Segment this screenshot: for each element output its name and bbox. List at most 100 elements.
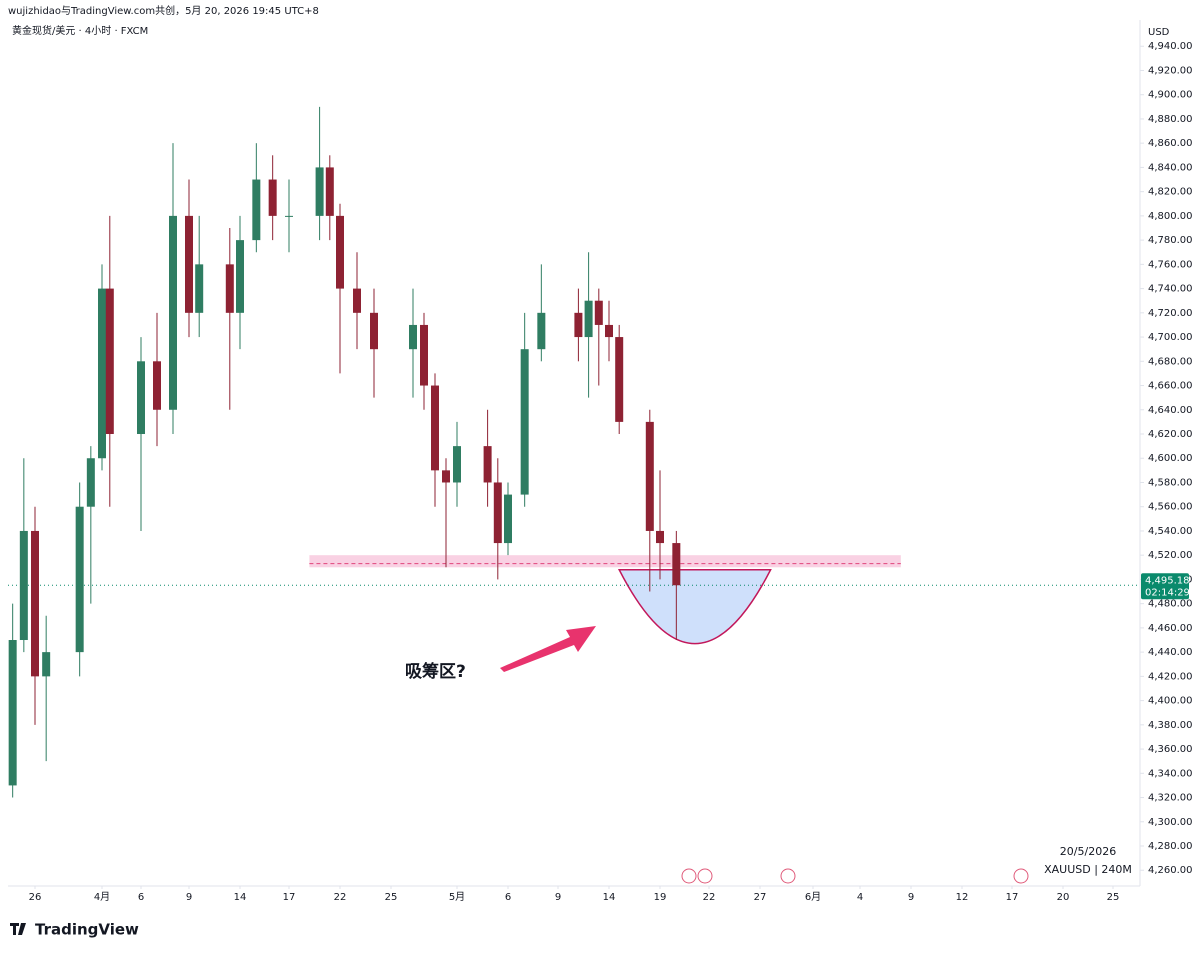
arrow [500,626,596,672]
candle-body [483,446,492,483]
candle-body [594,300,603,325]
x-tick-label: 25 [385,892,398,903]
candle-body [236,240,244,313]
y-tick-label: 4,800.00 [1148,211,1193,222]
candle-body [75,506,84,653]
candle-body [605,324,613,338]
annotation: 吸筹区? [405,661,466,682]
y-tick-label: 4,540.00 [1148,526,1193,537]
x-tick-label: 25 [1107,892,1120,903]
y-tick-label: 4,920.00 [1148,65,1193,76]
y-tick-label: 4,400.00 [1148,696,1193,707]
x-tick-label: 27 [754,892,767,903]
x-tick-label: 22 [703,892,716,903]
candle-body [420,324,428,386]
candle-body [325,167,334,216]
y-tick-label: 4,700.00 [1148,332,1193,343]
event-icon[interactable] [780,868,796,884]
x-tick-label: 5月 [449,891,465,903]
y-tick-label: 4,420.00 [1148,671,1193,682]
x-tick-label: 17 [283,892,296,903]
candle-body [105,288,114,435]
y-tick-label: 4,440.00 [1148,647,1193,658]
price-badge [1141,573,1189,600]
candle-body [656,530,664,544]
candle-body [584,300,593,338]
y-tick-label: 4,600.00 [1148,453,1193,464]
y-tick-label: 4,900.00 [1148,90,1193,101]
x-tick-label: 6 [505,892,511,903]
y-tick-label: 4,860.00 [1148,138,1193,149]
candle-body [520,349,529,495]
date-label: 20/5/2026 [1060,845,1116,858]
x-tick-label: 14 [603,892,616,903]
credit: wujizhidao与TradingView.com共创，5月 20, 2026… [8,4,319,17]
candle-body [42,652,51,677]
brand-logo [10,923,26,935]
candle-body [672,543,681,586]
x-tick-label: 22 [334,892,347,903]
y-tick-label: 4,680.00 [1148,356,1193,367]
events [681,868,1029,884]
bowl [617,568,772,645]
candle-body [442,470,450,483]
candle-body [537,312,546,350]
candle-body [195,264,204,313]
price-badge-value: 4,495.18 [1145,575,1190,586]
candle-body [98,288,106,459]
y-tick-label: 4,380.00 [1148,720,1193,731]
y-tick-label: 4,820.00 [1148,187,1193,198]
candle-body [409,324,417,350]
candle-body [493,482,502,544]
y-tick-label: 4,580.00 [1148,477,1193,488]
currency: USD [1148,27,1170,38]
candle-body [169,215,177,410]
candle-body [353,288,361,313]
y-tick-label: 4,760.00 [1148,259,1193,270]
y-tick-label: 4,660.00 [1148,381,1193,392]
y-tick-label: 4,840.00 [1148,162,1193,173]
event-icon[interactable] [1013,868,1029,884]
candle-body [31,530,39,677]
candle-body [431,385,439,471]
candle-body [8,640,17,786]
candle-body [19,530,28,641]
candle-body [185,215,193,313]
candle-body [370,312,378,350]
candle-body [137,361,145,435]
x-tick-label: 4月 [94,891,110,903]
x-tick-label: 17 [1006,892,1019,903]
y-tick-label: 4,740.00 [1148,284,1193,295]
y-tick-label: 4,280.00 [1148,841,1193,852]
x-tick-label: 9 [186,892,192,903]
candle-body [252,179,261,241]
y-tick-label: 4,560.00 [1148,502,1193,513]
y-tick-label: 4,480.00 [1148,599,1193,610]
y-tick-label: 4,940.00 [1148,41,1193,52]
candle-body [315,167,324,216]
ticker-label: XAUUSD | 240M [1044,863,1132,876]
x-tick-label: 6月 [805,891,821,903]
x-tick-label: 4 [857,892,863,903]
event-icon[interactable] [697,868,713,884]
event-icon[interactable] [681,868,697,884]
y-tick-label: 4,620.00 [1148,429,1193,440]
x-tick-label: 12 [956,892,969,903]
y-tick-label: 4,340.00 [1148,768,1193,779]
zone [309,555,901,568]
y-tick-label: 4,300.00 [1148,817,1193,828]
candle-body [504,494,512,544]
y-tick-label: 4,460.00 [1148,623,1193,634]
y-tick-label: 4,320.00 [1148,793,1193,804]
y-tick-label: 4,360.00 [1148,744,1193,755]
candle-body [574,312,583,338]
candle-body [153,361,161,410]
symbol: 黄金现货/美元 · 4小时 · FXCM [12,24,148,37]
y-tick-label: 4,260.00 [1148,865,1193,876]
candle-body [268,179,277,216]
price-badge-countdown: 02:14:29 [1145,587,1190,598]
y-tick-label: 4,780.00 [1148,235,1193,246]
